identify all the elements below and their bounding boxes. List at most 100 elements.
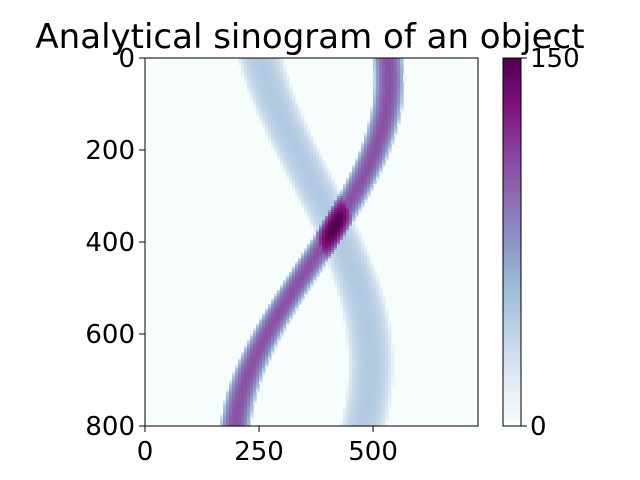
heatmap-cell [388, 400, 392, 403]
heatmap-cell [370, 386, 374, 389]
heatmap-cell [235, 384, 239, 387]
heatmap-cell [367, 318, 371, 321]
heatmap-cell [373, 346, 377, 349]
heatmap-cell [304, 182, 308, 185]
heatmap-cell [388, 322, 392, 325]
heatmap-cell [241, 390, 245, 393]
heatmap-cell [316, 240, 320, 243]
heatmap-cell [370, 144, 374, 147]
heatmap-cell [373, 394, 377, 397]
heatmap-cell [394, 72, 398, 75]
heatmap-cell [352, 354, 356, 357]
heatmap-cell [274, 104, 278, 107]
heatmap-cell [346, 348, 350, 351]
heatmap-cell [364, 282, 368, 285]
heatmap-cell [367, 138, 371, 141]
heatmap-cell [319, 202, 323, 205]
heatmap-cell [253, 374, 257, 377]
heatmap-cell [244, 380, 248, 383]
heatmap-cell [355, 386, 359, 389]
heatmap-cell [256, 108, 260, 111]
heatmap-cell [286, 114, 290, 117]
heatmap-cell [304, 146, 308, 149]
heatmap-cell [388, 118, 392, 121]
heatmap-cell [385, 146, 389, 149]
heatmap-cell [226, 408, 230, 411]
heatmap-cell [331, 240, 335, 243]
heatmap-cell [229, 414, 233, 417]
heatmap-cell [373, 280, 377, 283]
heatmap-cell [292, 160, 296, 163]
heatmap-cell [283, 126, 287, 129]
heatmap-cell [250, 340, 254, 343]
heatmap-cell [322, 240, 326, 243]
heatmap-cell [319, 186, 323, 189]
heatmap-cell [385, 354, 389, 357]
heatmap-cell [292, 178, 296, 181]
heatmap-cell [286, 94, 290, 97]
heatmap-cell [247, 70, 251, 73]
heatmap-cell [292, 106, 296, 109]
heatmap-cell [241, 374, 245, 377]
heatmap-cell [382, 62, 386, 65]
heatmap-cell [319, 176, 323, 179]
heatmap-cell [388, 58, 392, 61]
heatmap-cell [325, 226, 329, 229]
heatmap-cell [244, 368, 248, 371]
heatmap-cell [271, 70, 275, 73]
heatmap-cell [274, 140, 278, 143]
heatmap-cell [355, 406, 359, 409]
heatmap-cell [373, 72, 377, 75]
heatmap-cell [358, 206, 362, 209]
heatmap-cell [361, 338, 365, 341]
heatmap-cell [346, 316, 350, 319]
heatmap-cell [373, 288, 377, 291]
heatmap-cell [346, 182, 350, 185]
heatmap-cell [238, 412, 242, 415]
heatmap-cell [322, 250, 326, 253]
heatmap-cell [283, 84, 287, 87]
heatmap-cell [334, 218, 338, 221]
heatmap-cell [301, 114, 305, 117]
heatmap-cell [286, 314, 290, 317]
heatmap-cell [244, 64, 248, 67]
heatmap-cell [244, 84, 248, 87]
heatmap-cell [334, 188, 338, 191]
heatmap-cell [349, 330, 353, 333]
heatmap-cell [364, 308, 368, 311]
heatmap-cell [385, 306, 389, 309]
heatmap-cell [364, 148, 368, 151]
heatmap-cell [241, 412, 245, 415]
heatmap-cell [352, 240, 356, 243]
heatmap-cell [376, 122, 380, 125]
heatmap-cell [247, 352, 251, 355]
heatmap-cell [376, 398, 380, 401]
heatmap-cell [283, 68, 287, 71]
heatmap-cell [313, 142, 317, 145]
heatmap-cell [322, 196, 326, 199]
heatmap-cell [256, 372, 260, 375]
heatmap-cell [310, 260, 314, 263]
heatmap-cell [358, 368, 362, 371]
heatmap-cell [283, 148, 287, 151]
heatmap-cell [376, 342, 380, 345]
heatmap-cell [364, 160, 368, 163]
heatmap-cell [232, 422, 236, 425]
heatmap-cell [379, 352, 383, 355]
heatmap-cell [244, 386, 248, 389]
heatmap-cell [277, 96, 281, 99]
heatmap-cell [310, 156, 314, 159]
heatmap-cell [244, 80, 248, 83]
heatmap-cell [391, 384, 395, 387]
heatmap-cell [361, 308, 365, 311]
heatmap-cell [271, 58, 275, 61]
heatmap-cell [367, 184, 371, 187]
heatmap-cell [274, 144, 278, 147]
heatmap-cell [373, 104, 377, 107]
heatmap-cell [229, 384, 233, 387]
heatmap-cell [283, 162, 287, 165]
heatmap-cell [307, 248, 311, 251]
heatmap-cell [394, 128, 398, 131]
heatmap-cell [256, 384, 260, 387]
heatmap-cell [295, 176, 299, 179]
